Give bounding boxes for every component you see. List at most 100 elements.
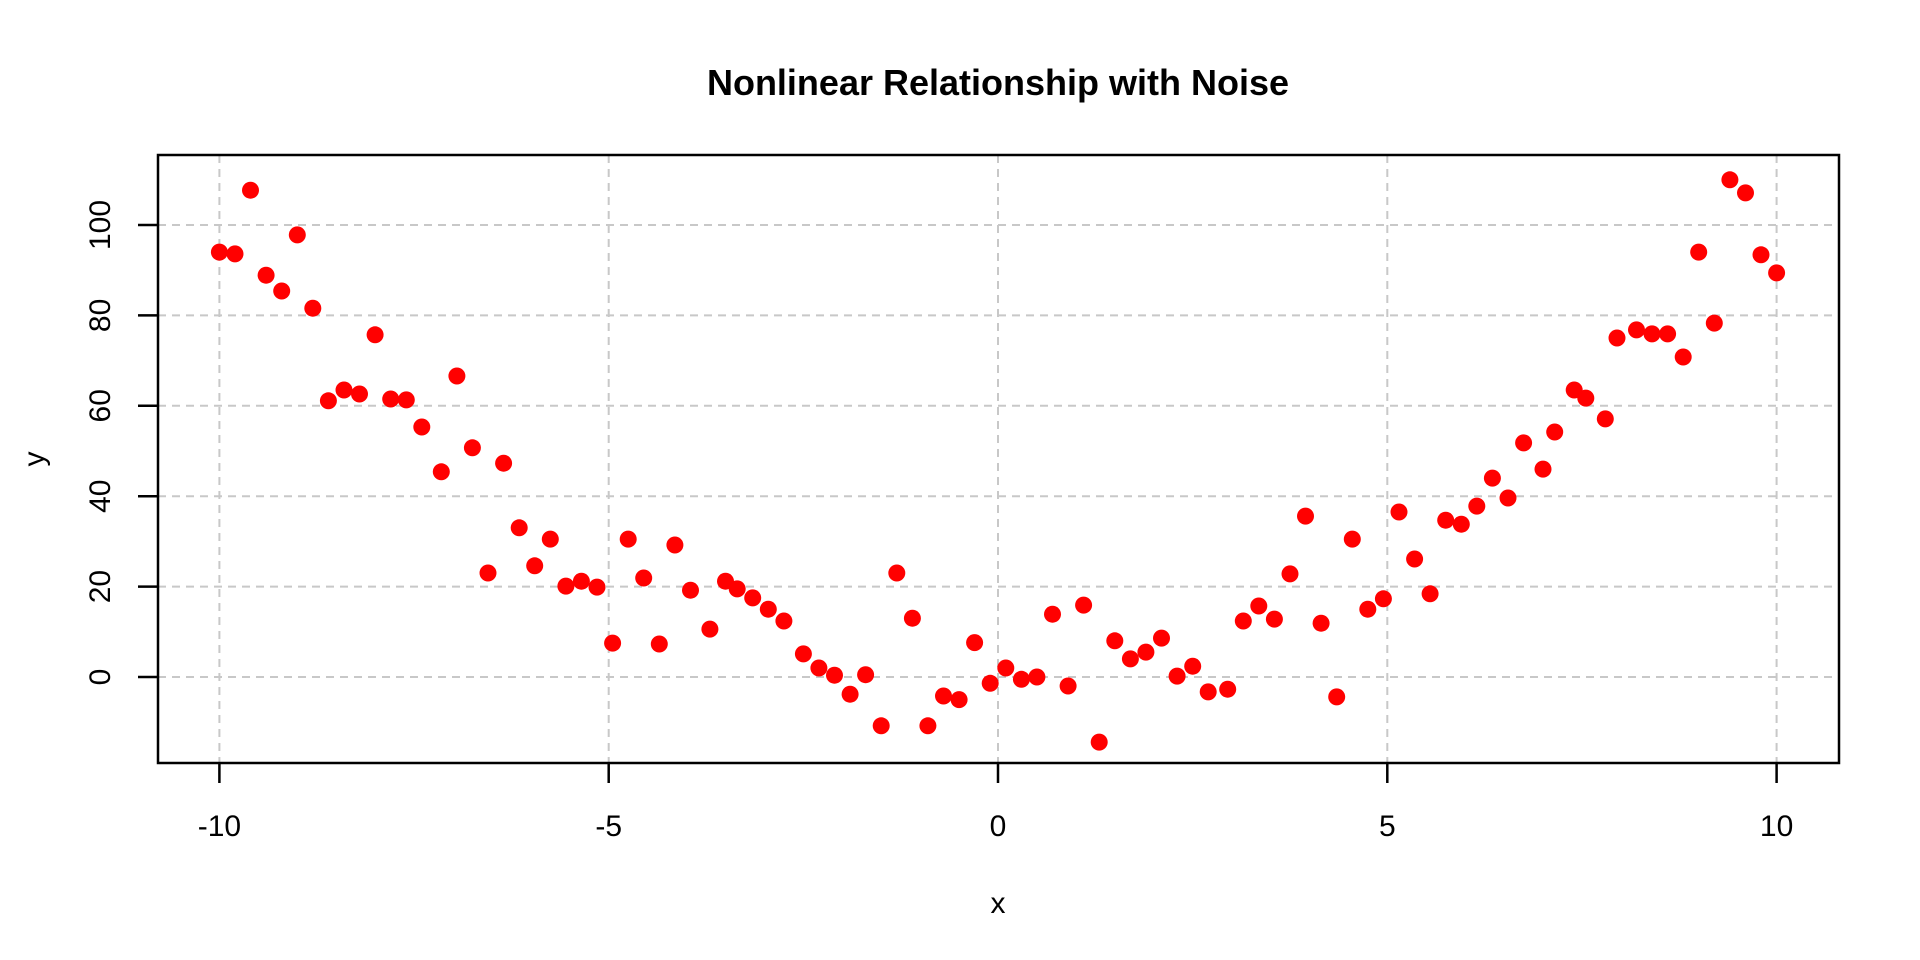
data-point [604,634,622,652]
data-point [1546,423,1564,441]
data-point [888,564,906,582]
data-point [759,600,777,618]
data-point [351,385,368,403]
data-point [1028,668,1046,686]
data-point [1534,460,1552,478]
grid-lines [158,155,1839,763]
data-point [794,645,812,663]
plot-title: Nonlinear Relationship with Noise [707,62,1289,103]
scatter-points [210,171,1786,751]
data-point [1421,585,1439,603]
data-point [1090,733,1108,751]
data-point [775,612,793,630]
data-point [413,418,431,436]
data-point [288,226,306,244]
data-point [1596,410,1614,428]
data-point [1297,507,1314,525]
data-point [1406,550,1424,568]
data-point [510,519,528,537]
data-point [1121,650,1139,668]
data-point [826,666,843,684]
data-point [966,634,984,652]
data-point [557,577,575,595]
data-point [1705,314,1723,332]
data-point [1577,389,1595,407]
data-point [572,572,590,590]
data-point [1659,325,1677,343]
data-point [1219,680,1237,698]
data-point [1390,503,1408,521]
data-point [541,530,559,548]
y-tick-label: 80 [84,299,117,332]
data-point [1199,683,1217,701]
data-point [1721,171,1739,189]
x-tick-label: 5 [1379,810,1396,843]
data-point [479,564,497,582]
data-point [1483,469,1501,487]
data-point [1250,597,1268,615]
data-point [1044,605,1061,623]
x-axis-label: x [991,887,1006,920]
data-point [242,181,259,199]
data-point [744,589,762,607]
data-point [935,687,952,705]
data-point [1153,629,1170,647]
data-point [857,666,875,684]
data-point [1281,565,1299,583]
data-point [1499,489,1517,507]
plot-frame [156,153,1841,765]
data-point [1359,600,1377,618]
data-point [981,674,999,692]
data-point [397,391,415,409]
data-point [463,439,481,457]
axis-ticks [138,223,1778,783]
data-point [1168,667,1186,685]
data-point [432,463,450,481]
data-point [448,367,466,385]
data-point [257,266,275,284]
x-tick-label: 0 [990,810,1007,843]
data-point [1012,670,1030,688]
data-point [1343,530,1361,548]
x-tick-label: -5 [595,810,622,843]
x-tick-label: 10 [1760,810,1793,843]
data-point [682,581,699,599]
data-point [1328,688,1346,706]
data-point [335,381,353,399]
y-tick-label: 0 [84,669,117,686]
x-tick-label: -10 [198,810,241,843]
data-point [635,569,653,587]
data-point [1265,610,1283,628]
data-point [1737,184,1754,202]
data-point [382,390,400,408]
data-point [1075,596,1093,614]
data-point [1059,677,1077,695]
data-point [903,609,921,627]
data-point [319,392,337,410]
data-point [997,659,1015,677]
y-axis-label: y [18,452,51,467]
data-point [526,557,544,575]
data-point [1312,614,1330,632]
data-point [1628,321,1645,339]
data-point [950,691,968,709]
data-point [1690,243,1708,261]
data-point [701,620,719,638]
data-point [1137,643,1155,661]
data-point [210,243,228,261]
data-point [841,685,859,703]
y-tick-label: 40 [84,480,117,513]
data-point [1452,515,1470,533]
data-point [1768,264,1786,282]
data-point [650,635,668,653]
data-point [1752,246,1770,264]
data-point [1674,348,1692,366]
data-point [619,530,637,548]
data-point [1184,657,1202,675]
data-point [728,580,746,598]
data-point [872,717,890,735]
data-point [1106,632,1124,650]
